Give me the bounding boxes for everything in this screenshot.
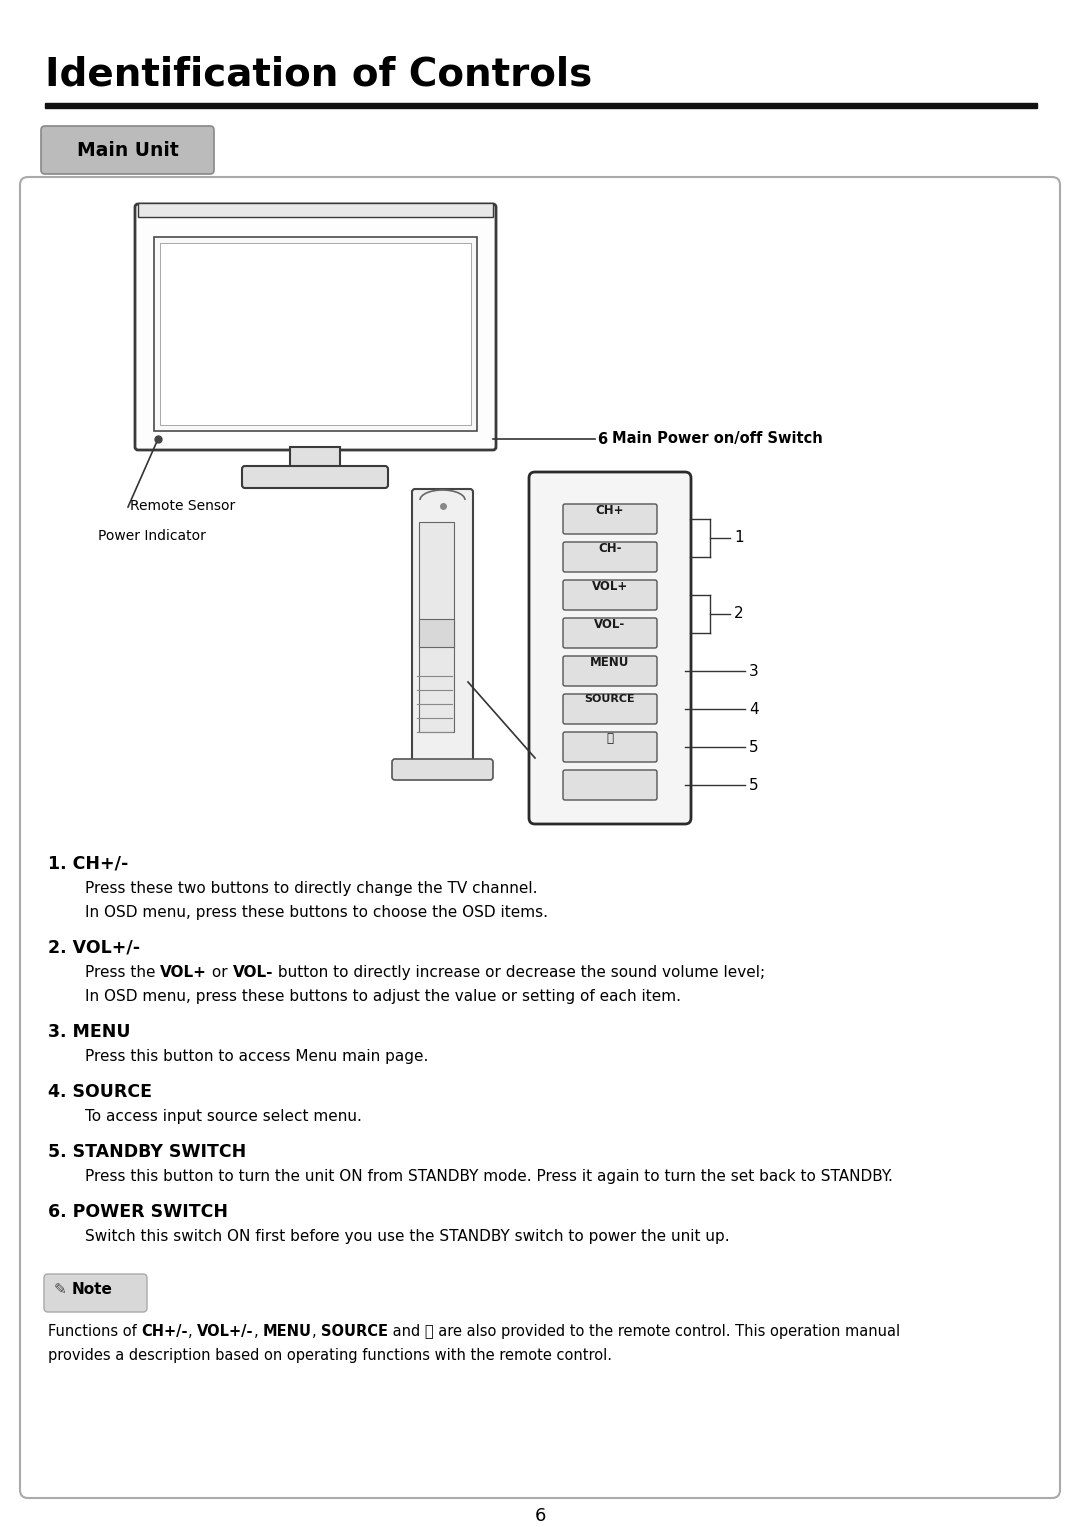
FancyBboxPatch shape (563, 504, 657, 534)
FancyBboxPatch shape (563, 770, 657, 800)
Text: CH+/-: CH+/- (141, 1324, 188, 1339)
Text: Switch this switch ON first before you use the STANDBY switch to power the unit : Switch this switch ON first before you u… (85, 1229, 730, 1245)
Text: 6: 6 (598, 432, 613, 446)
FancyBboxPatch shape (563, 693, 657, 724)
Text: VOL+/-: VOL+/- (198, 1324, 254, 1339)
Text: Main Power on/off Switch: Main Power on/off Switch (612, 432, 823, 446)
Text: In OSD menu, press these buttons to choose the OSD items.: In OSD menu, press these buttons to choo… (85, 906, 548, 919)
Text: Press the: Press the (85, 965, 160, 980)
Text: 4. SOURCE: 4. SOURCE (48, 1083, 152, 1101)
Bar (45, 102, 1037, 108)
Text: Note: Note (72, 1283, 113, 1296)
Bar (419, 618, 454, 647)
Text: 4: 4 (750, 701, 758, 716)
FancyBboxPatch shape (563, 618, 657, 647)
Text: Remote Sensor: Remote Sensor (130, 499, 235, 513)
Text: To access input source select menu.: To access input source select menu. (85, 1109, 362, 1124)
FancyBboxPatch shape (44, 1274, 147, 1312)
Text: 6: 6 (535, 1507, 545, 1525)
Text: VOL+: VOL+ (160, 965, 207, 980)
Text: 3: 3 (750, 664, 759, 678)
Bar (535, 478, 685, 818)
Text: 1: 1 (734, 530, 744, 545)
Text: ,: , (254, 1324, 262, 1339)
Text: 3. MENU: 3. MENU (48, 1023, 131, 1041)
FancyBboxPatch shape (563, 580, 657, 609)
Text: Identification of Controls: Identification of Controls (45, 55, 592, 93)
Text: 1. CH+/-: 1. CH+/- (48, 855, 129, 873)
Text: button to directly increase or decrease the sound volume level;: button to directly increase or decrease … (273, 965, 766, 980)
Bar (138, 203, 492, 217)
Text: 5: 5 (750, 777, 758, 793)
Text: SOURCE: SOURCE (321, 1324, 388, 1339)
Text: Press this button to turn the unit ON from STANDBY mode. Press it again to turn : Press this button to turn the unit ON fr… (85, 1170, 893, 1183)
Text: provides a description based on operating functions with the remote control.: provides a description based on operatin… (48, 1348, 612, 1364)
FancyBboxPatch shape (242, 466, 388, 489)
FancyBboxPatch shape (41, 127, 214, 174)
Text: ⏻: ⏻ (607, 731, 613, 745)
Text: ✎: ✎ (54, 1283, 67, 1296)
Text: In OSD menu, press these buttons to adjust the value or setting of each item.: In OSD menu, press these buttons to adju… (85, 989, 681, 1003)
Text: and ⏻ are also provided to the remote control. This operation manual: and ⏻ are also provided to the remote co… (388, 1324, 901, 1339)
FancyBboxPatch shape (529, 472, 691, 825)
Text: ,: , (188, 1324, 198, 1339)
Bar (160, 243, 471, 425)
Text: Press these two buttons to directly change the TV channel.: Press these two buttons to directly chan… (85, 881, 538, 896)
FancyBboxPatch shape (563, 657, 657, 686)
Bar (154, 237, 477, 431)
Text: 6. POWER SWITCH: 6. POWER SWITCH (48, 1203, 228, 1222)
Text: Power Indicator: Power Indicator (98, 528, 206, 544)
Text: 5. STANDBY SWITCH: 5. STANDBY SWITCH (48, 1144, 246, 1161)
Bar (419, 522, 454, 731)
Text: Press this button to access Menu main page.: Press this button to access Menu main pa… (85, 1049, 429, 1064)
Text: CH+: CH+ (596, 504, 624, 518)
Text: 2: 2 (734, 606, 744, 621)
FancyBboxPatch shape (135, 205, 496, 450)
FancyBboxPatch shape (563, 542, 657, 573)
Text: MENU: MENU (262, 1324, 312, 1339)
Text: VOL+: VOL+ (592, 580, 629, 592)
Text: VOL-: VOL- (594, 618, 625, 631)
Bar (291, 447, 340, 469)
Text: MENU: MENU (591, 657, 630, 669)
FancyBboxPatch shape (392, 759, 492, 780)
Text: SOURCE: SOURCE (584, 693, 635, 704)
FancyBboxPatch shape (563, 731, 657, 762)
Text: Functions of: Functions of (48, 1324, 141, 1339)
Text: or: or (207, 965, 233, 980)
FancyBboxPatch shape (21, 177, 1059, 1498)
Text: VOL-: VOL- (233, 965, 273, 980)
Text: Main Unit: Main Unit (77, 140, 178, 159)
Text: 5: 5 (750, 739, 758, 754)
Text: CH-: CH- (598, 542, 622, 554)
Text: ,: , (312, 1324, 321, 1339)
FancyBboxPatch shape (411, 489, 473, 765)
Text: 2. VOL+/-: 2. VOL+/- (48, 939, 140, 957)
